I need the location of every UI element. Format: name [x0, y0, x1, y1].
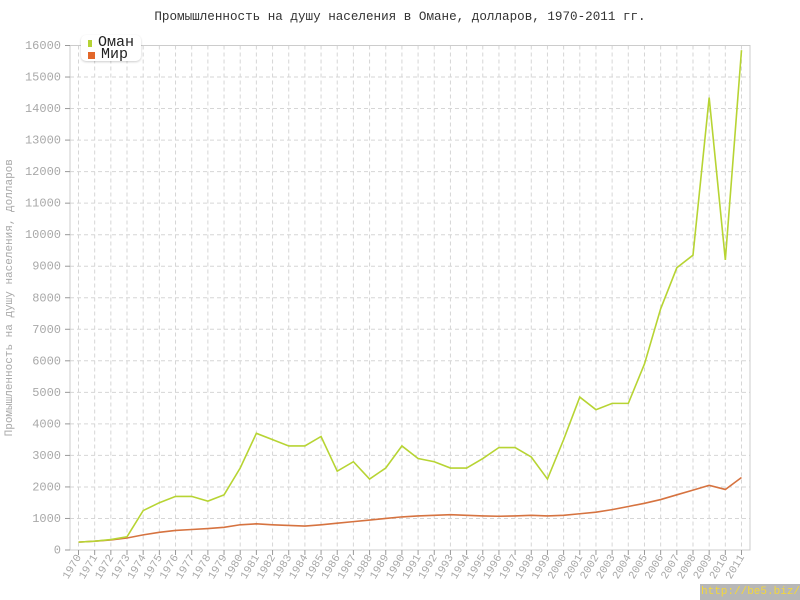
- svg-text:8000: 8000: [32, 291, 61, 305]
- svg-text:12000: 12000: [25, 165, 61, 179]
- svg-text:15000: 15000: [25, 71, 61, 85]
- svg-text:13000: 13000: [25, 134, 61, 148]
- svg-text:0: 0: [54, 544, 61, 558]
- svg-text:5000: 5000: [32, 386, 61, 400]
- svg-text:9000: 9000: [32, 260, 61, 274]
- svg-text:4000: 4000: [32, 417, 61, 431]
- svg-text:16000: 16000: [25, 39, 61, 53]
- svg-text:14000: 14000: [25, 102, 61, 116]
- svg-text:10000: 10000: [25, 228, 61, 242]
- svg-text:3000: 3000: [32, 449, 61, 463]
- svg-text:1000: 1000: [32, 512, 61, 526]
- svg-text:11000: 11000: [25, 197, 61, 211]
- svg-text:2000: 2000: [32, 480, 61, 494]
- svg-text:6000: 6000: [32, 354, 61, 368]
- svg-text:Промышленность на душу населен: Промышленность на душу населения, доллар…: [4, 159, 16, 436]
- svg-text:7000: 7000: [32, 323, 61, 337]
